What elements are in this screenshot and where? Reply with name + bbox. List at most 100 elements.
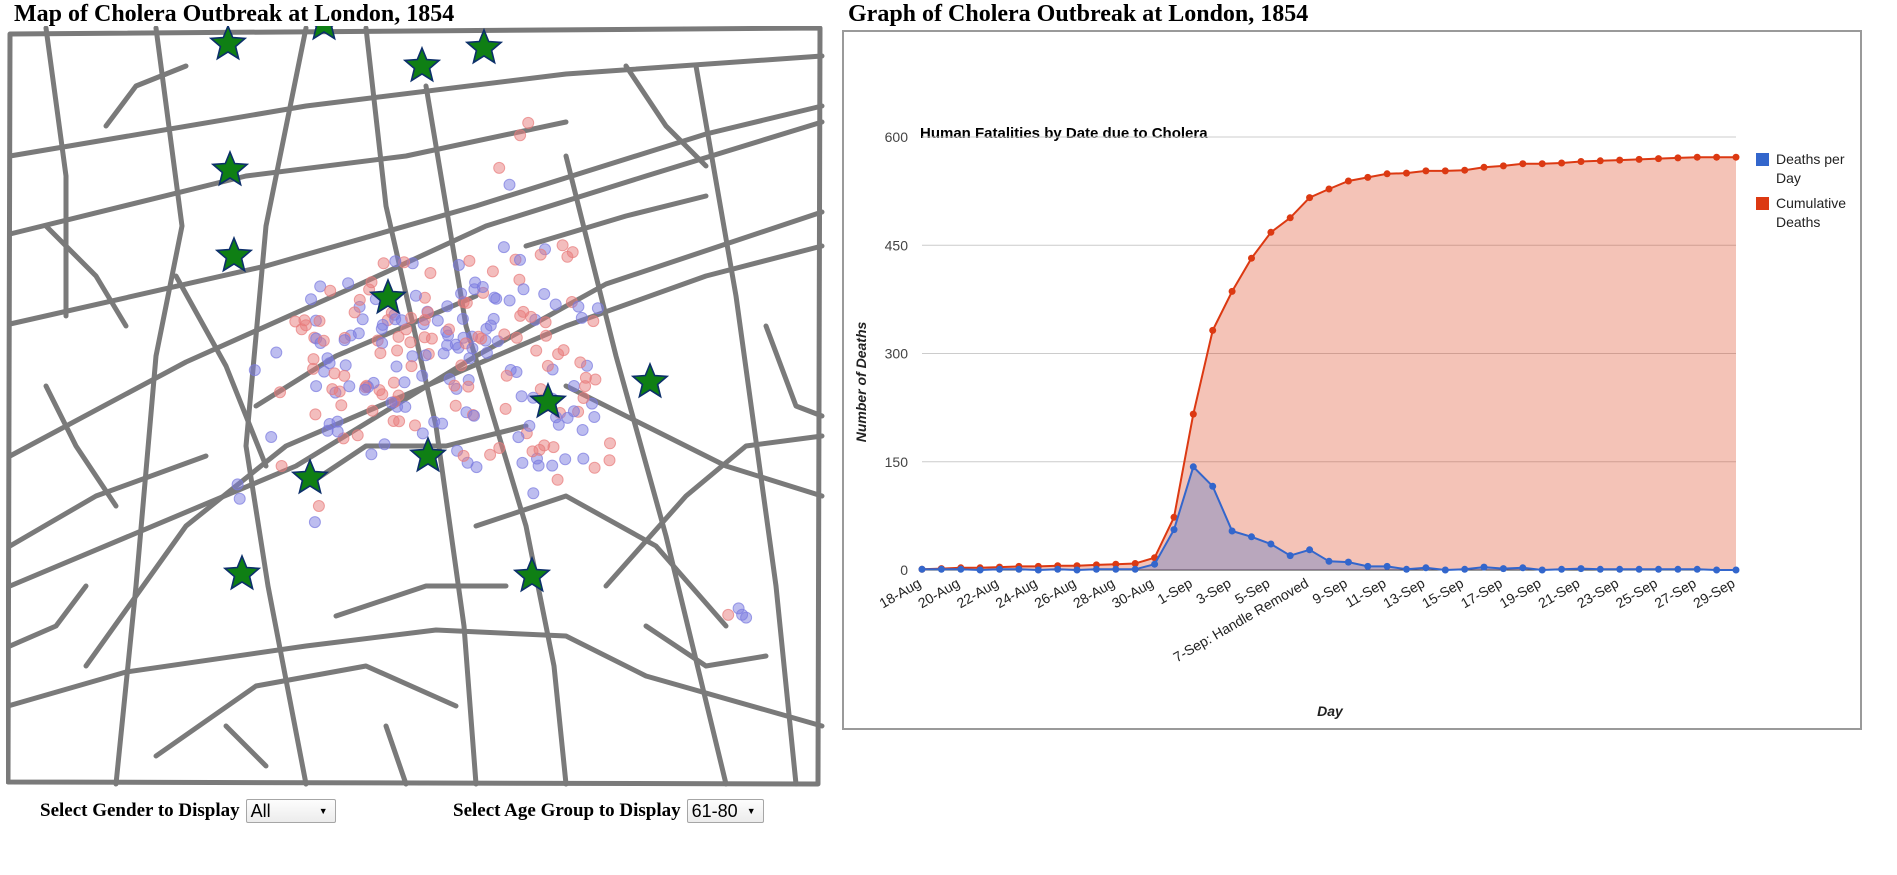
map-title: Map of Cholera Outbreak at London, 1854: [14, 1, 455, 27]
circle-icon: [416, 427, 429, 440]
circle-icon: [314, 280, 327, 293]
circle-icon: [538, 288, 551, 300]
x-axis-label: Day: [1317, 703, 1344, 719]
x-tick-label: 1-Sep: [1154, 575, 1195, 608]
star-icon: [214, 235, 254, 273]
circle-icon: [514, 253, 526, 266]
point-deaths-per-day: [1015, 565, 1023, 573]
circle-icon: [516, 456, 529, 469]
street: [253, 293, 479, 409]
circle-icon: [514, 309, 527, 322]
circle-icon: [567, 405, 580, 418]
point-cumulative-deaths: [1170, 513, 1178, 521]
street: [43, 26, 69, 319]
star-icon: [210, 149, 250, 187]
circle-icon: [338, 369, 351, 382]
circle-icon: [351, 429, 364, 442]
circle-icon: [309, 408, 322, 421]
circle-icon: [484, 319, 497, 332]
street: [7, 119, 825, 459]
chart-title: Graph of Cholera Outbreak at London, 185…: [848, 1, 1309, 27]
circle-icon: [493, 161, 506, 174]
circle-icon: [523, 419, 536, 432]
circle-icon: [399, 400, 412, 413]
point-deaths-per-day: [976, 566, 984, 574]
circle-icon: [342, 277, 355, 290]
circle-icon: [532, 459, 545, 472]
circle-icon: [455, 287, 468, 300]
x-tick-label: 11-Sep: [1342, 575, 1388, 611]
circle-icon: [503, 178, 516, 191]
circle-icon: [348, 306, 361, 319]
gender-filter: Select Gender to Display All ▼: [40, 798, 336, 824]
x-tick-label: 24-Aug: [993, 575, 1040, 611]
circle-icon: [503, 294, 516, 307]
x-tick-label: 22-Aug: [954, 575, 1001, 611]
point-deaths-per-day: [918, 565, 926, 573]
circle-icon: [409, 289, 422, 302]
caret-down-icon: ▼: [318, 806, 328, 816]
x-tick-label: 27-Sep: [1652, 575, 1699, 612]
age-select-value: 61-80: [691, 800, 738, 821]
circle-icon: [393, 415, 406, 428]
point-cumulative-deaths: [1655, 155, 1662, 163]
point-deaths-per-day: [1112, 565, 1120, 573]
legend-swatch: [1756, 153, 1769, 166]
circle-icon: [587, 315, 600, 328]
circle-icon: [512, 431, 525, 444]
circle-icon: [400, 323, 413, 336]
cholera-map[interactable]: [6, 26, 826, 790]
street: [383, 723, 409, 787]
circle-icon: [533, 443, 546, 456]
cholera-chart: Human Fatalities by Date due to Cholera …: [842, 30, 1862, 730]
legend-label: Cumulative Deaths: [1776, 195, 1846, 230]
circle-icon: [549, 298, 562, 311]
circle-icon: [522, 116, 535, 129]
point-deaths-per-day: [1499, 565, 1507, 573]
circle-icon: [557, 344, 570, 357]
street: [153, 663, 459, 759]
point-deaths-per-day: [1519, 564, 1527, 572]
map-canvas[interactable]: [6, 26, 826, 790]
point-cumulative-deaths: [1538, 160, 1546, 168]
y-axis-label: Number of Deaths: [853, 322, 869, 443]
gender-select[interactable]: All ▼: [245, 799, 336, 823]
circle-icon: [409, 419, 421, 432]
x-tick-label: 19-Sep: [1497, 575, 1544, 612]
circle-icon: [576, 424, 589, 436]
circle-icon: [452, 259, 465, 271]
circle-icon: [404, 336, 417, 349]
star-icon: [290, 457, 330, 495]
circle-icon: [591, 302, 604, 315]
street: [83, 243, 825, 669]
circle-icon: [416, 369, 429, 382]
point-deaths-per-day: [1422, 564, 1430, 572]
circle-icon: [231, 478, 244, 491]
circle-icon: [378, 438, 391, 451]
circle-icon: [510, 331, 523, 344]
x-tick-label: 15-Sep: [1419, 575, 1466, 612]
street: [693, 63, 799, 787]
circle-icon: [468, 409, 480, 422]
point-cumulative-deaths: [1344, 177, 1352, 185]
street: [423, 83, 569, 787]
circle-icon: [375, 322, 388, 335]
circle-icon: [307, 362, 320, 375]
street: [523, 193, 709, 249]
point-deaths-per-day: [1034, 566, 1042, 574]
age-select[interactable]: 61-80 ▼: [686, 799, 764, 823]
point-cumulative-deaths: [1422, 167, 1430, 175]
point-deaths-per-day: [1364, 562, 1372, 570]
point-deaths-per-day: [1286, 552, 1294, 560]
street: [333, 583, 509, 619]
circle-icon: [305, 293, 317, 306]
death-markers: [231, 116, 753, 624]
circle-icon: [472, 330, 485, 343]
circle-icon: [308, 516, 321, 529]
gender-filter-label: Select Gender to Display: [40, 800, 240, 821]
point-deaths-per-day: [996, 565, 1003, 573]
y-tick-label: 150: [885, 454, 909, 470]
circle-icon: [586, 397, 598, 410]
street: [563, 383, 825, 499]
circle-icon: [456, 312, 469, 325]
